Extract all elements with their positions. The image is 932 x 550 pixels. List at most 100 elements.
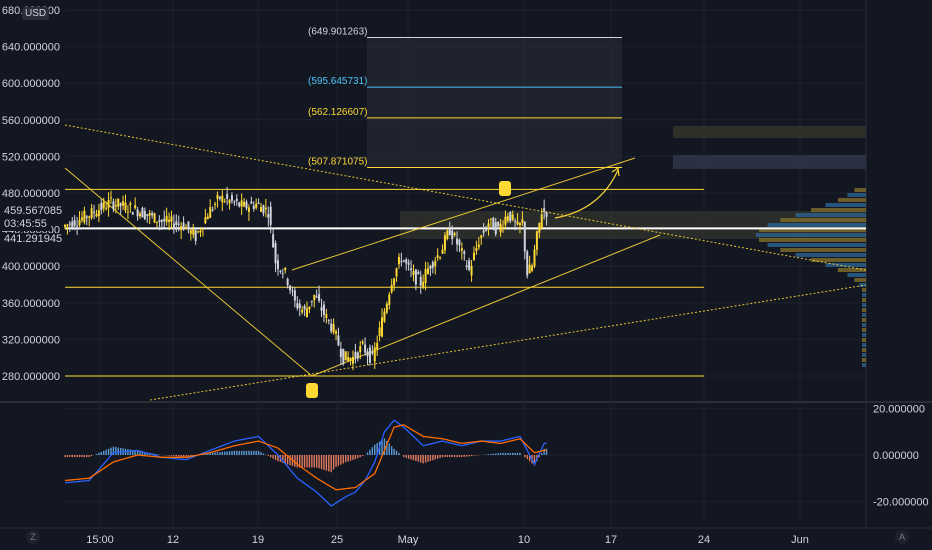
candle-body: [475, 248, 478, 252]
candle-body: [284, 267, 287, 271]
candle-body: [233, 201, 236, 203]
candle-body: [281, 273, 284, 275]
y-tick-label: 480.000000: [2, 188, 60, 200]
candle-body: [163, 218, 166, 222]
candle-body: [175, 221, 178, 226]
candle-body: [80, 217, 83, 221]
candle-body: [274, 243, 277, 264]
candle-body: [243, 202, 246, 207]
candle-body: [76, 225, 79, 227]
candle-body: [187, 221, 190, 230]
fib-box: [367, 37, 622, 168]
candle-body: [201, 228, 204, 230]
candle-body: [122, 201, 125, 206]
volume-profile-bar: [862, 308, 866, 312]
volume-profile-bar: [862, 293, 866, 297]
candle-body: [441, 249, 444, 254]
candle-body: [322, 304, 325, 315]
candle-body: [540, 214, 543, 229]
candle-body: [83, 210, 86, 223]
candle-body: [417, 271, 420, 275]
volume-profile-bar: [862, 338, 866, 342]
candle-body: [211, 209, 214, 211]
volume-profile-bar: [756, 233, 866, 237]
candle-body: [509, 211, 512, 222]
candle-body: [267, 214, 270, 218]
volume-profile-bar: [862, 363, 866, 367]
candle-body: [378, 327, 381, 337]
auto-scale-button[interactable]: A: [895, 530, 909, 544]
candle-body: [354, 351, 357, 358]
candle-body: [114, 204, 117, 207]
low-pivot-marker: [306, 383, 318, 398]
candle-body: [100, 203, 103, 210]
projection-arrow-head: [611, 166, 620, 177]
candle-body: [185, 227, 187, 229]
volume-profile-bar: [759, 228, 866, 232]
candle-body: [315, 296, 318, 298]
candle-body: [148, 212, 151, 216]
volume-profile-bar: [854, 188, 866, 192]
candle-body: [436, 255, 439, 258]
volume-profile-bar: [862, 298, 866, 302]
volume-profile-bar: [862, 318, 866, 322]
candle-body: [126, 211, 129, 213]
candle-body: [272, 234, 275, 248]
zoom-button[interactable]: Z: [26, 530, 40, 544]
candle-body: [528, 264, 531, 274]
volume-profile-bar: [825, 263, 866, 267]
candle-body: [180, 226, 183, 230]
x-tick-label: May: [398, 534, 419, 546]
candle-body: [139, 213, 142, 217]
candle-body: [88, 216, 91, 218]
candle-body: [368, 347, 371, 363]
candle-body: [538, 222, 541, 233]
candle-body: [523, 222, 526, 252]
candle-body: [250, 201, 253, 204]
volume-profile-bar: [767, 243, 866, 247]
candle-body: [129, 203, 132, 206]
candle-body: [366, 351, 369, 357]
y-tick-label: 400.000000: [2, 261, 60, 273]
macd-y-tick-label: 0.000000: [873, 450, 919, 462]
volume-profile-bar: [862, 353, 866, 357]
currency-label[interactable]: USD: [22, 7, 50, 20]
volume-profile-bar: [862, 288, 866, 292]
candle-body: [446, 230, 449, 240]
macd-y-tick-label: -20.000000: [873, 496, 929, 508]
candle-body: [95, 213, 98, 217]
candle-body: [109, 197, 112, 199]
candle-body: [247, 207, 250, 212]
candle-body: [289, 285, 292, 291]
candle-body: [516, 221, 519, 225]
candle-body: [460, 248, 463, 251]
candle-body: [407, 262, 410, 265]
candle-body: [226, 194, 229, 199]
candle-body: [468, 260, 471, 270]
candle-body: [325, 314, 328, 319]
candle-body: [361, 341, 364, 344]
candle-body: [395, 268, 398, 277]
candle-body: [124, 202, 127, 211]
candle-body: [373, 347, 376, 362]
candle-body: [545, 212, 548, 217]
candle-body: [443, 235, 446, 251]
candle-body: [390, 284, 393, 293]
candle-body: [189, 230, 192, 234]
volume-profile-bar: [854, 278, 866, 282]
candle-body: [429, 265, 432, 269]
high-pivot-marker: [499, 181, 511, 196]
candle-body: [419, 276, 422, 286]
candle-body: [381, 317, 384, 337]
candle-body: [472, 252, 475, 260]
candle-body: [71, 221, 74, 228]
candle-body: [402, 260, 405, 262]
candle-body: [458, 239, 461, 246]
candle-body: [216, 194, 219, 199]
candle-body: [141, 207, 144, 218]
candle-body: [286, 278, 289, 286]
candle-body: [364, 344, 367, 353]
y-tick-label: 520.000000: [2, 151, 60, 163]
candle-body: [303, 306, 306, 310]
